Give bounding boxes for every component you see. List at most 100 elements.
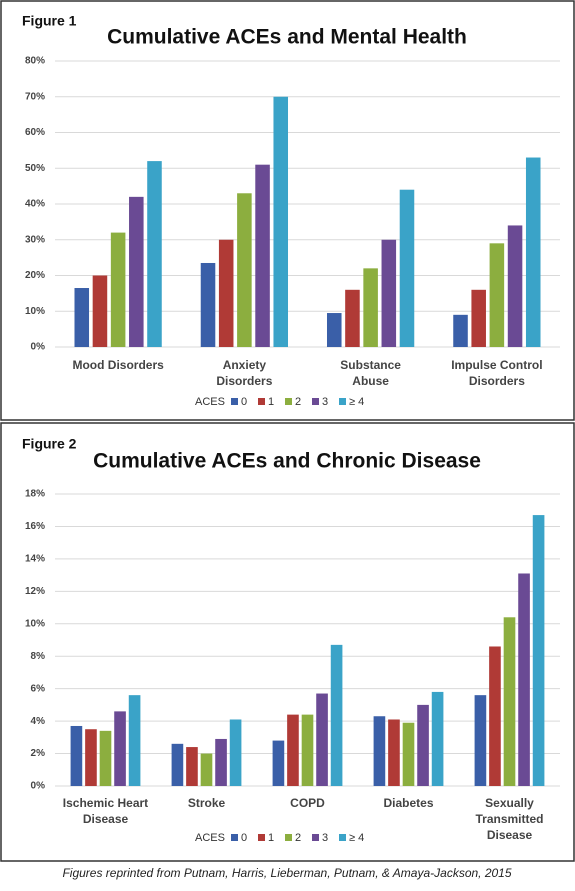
y-tick-label: 8% [31, 651, 46, 662]
y-tick-label: 12% [25, 586, 45, 597]
bar [525, 157, 541, 347]
bar [99, 730, 112, 786]
bar [237, 193, 252, 347]
bar [471, 289, 486, 347]
bar [417, 704, 429, 786]
bar [200, 262, 216, 347]
y-tick-label: 2% [31, 748, 46, 759]
legend-label: 1 [268, 832, 274, 844]
legend-label: 0 [241, 832, 247, 844]
bar [229, 719, 242, 786]
legend-title: ACES [195, 832, 225, 844]
panel-border [0, 0, 575, 421]
x-tick-label: Stroke [187, 796, 226, 810]
x-tick-label: Sexually Transmitted Disease [475, 796, 544, 842]
bar [489, 646, 501, 786]
bar [503, 617, 516, 786]
y-tick-label: 0% [31, 781, 46, 792]
legend-swatch [231, 398, 238, 405]
legend-swatch [285, 834, 292, 841]
legend-swatch [258, 398, 265, 405]
legend-label: 1 [268, 396, 274, 408]
y-tick-label: 20% [25, 270, 45, 281]
x-tick-label: Ischemic Heart Disease [62, 796, 149, 826]
legend-label: 2 [295, 396, 301, 408]
bar [326, 313, 342, 347]
bar [381, 239, 397, 347]
bar [92, 275, 108, 347]
legend-swatch [339, 834, 346, 841]
bar [330, 644, 343, 786]
figure-label: Figure 2 [22, 436, 77, 452]
bar [114, 711, 126, 786]
bar [287, 714, 299, 786]
bar [301, 714, 314, 786]
bar [373, 716, 386, 786]
x-tick-label: Mood Disorders [72, 358, 164, 372]
y-tick-label: 4% [31, 716, 46, 727]
bar [186, 747, 198, 786]
y-tick-label: 70% [25, 91, 45, 102]
legend-swatch [231, 834, 238, 841]
bar [272, 740, 285, 786]
legend-label: 3 [322, 396, 328, 408]
y-tick-label: 0% [31, 342, 46, 353]
bar [453, 314, 468, 347]
bar [388, 719, 400, 786]
legend-swatch [258, 834, 265, 841]
bar [532, 515, 545, 786]
bar [70, 725, 83, 786]
bar [218, 239, 234, 347]
legend-label: 0 [241, 396, 247, 408]
x-tick-label: Substance Abuse [340, 358, 401, 388]
legend-label: 2 [295, 832, 301, 844]
bar [215, 738, 227, 786]
legend-swatch [312, 398, 319, 405]
y-tick-label: 10% [25, 306, 45, 317]
bar [489, 243, 505, 347]
legend-swatch [312, 834, 319, 841]
legend-swatch [285, 398, 292, 405]
panel-border [0, 422, 575, 862]
caption: Figures reprinted from Putnam, Harris, L… [62, 866, 511, 880]
bar [507, 225, 523, 347]
y-tick-label: 6% [31, 683, 46, 694]
bar [518, 573, 530, 786]
bar [273, 96, 289, 347]
y-tick-label: 50% [25, 163, 45, 174]
bar [255, 164, 270, 347]
legend-label: 3 [322, 832, 328, 844]
bar [316, 693, 328, 786]
x-tick-label: Impulse Control Disorders [451, 358, 543, 388]
bar [399, 189, 415, 347]
bar [147, 161, 162, 347]
bar [171, 743, 184, 786]
x-tick-label: COPD [290, 796, 325, 810]
chart-title: Cumulative ACEs and Mental Health [107, 26, 467, 49]
bar [345, 289, 360, 347]
bar [74, 288, 90, 347]
legend-title: ACES [195, 396, 225, 408]
y-tick-label: 30% [25, 234, 45, 245]
bar [128, 695, 141, 786]
bar [363, 268, 378, 347]
bar [402, 722, 415, 786]
y-tick-label: 10% [25, 618, 45, 629]
x-tick-label: Anxiety Disorders [216, 358, 273, 388]
legend-label: ≥ 4 [349, 396, 364, 408]
bar [85, 729, 97, 786]
legend-label: ≥ 4 [349, 832, 364, 844]
y-tick-label: 18% [25, 489, 45, 500]
bar [200, 753, 213, 786]
bar [110, 232, 126, 347]
y-tick-label: 80% [25, 56, 45, 67]
bar [129, 196, 144, 347]
y-tick-label: 60% [25, 127, 45, 138]
y-tick-label: 16% [25, 521, 45, 532]
chart-title: Cumulative ACEs and Chronic Disease [93, 450, 481, 473]
y-tick-label: 40% [25, 199, 45, 210]
y-tick-label: 14% [25, 554, 45, 565]
x-tick-label: Diabetes [383, 796, 434, 810]
